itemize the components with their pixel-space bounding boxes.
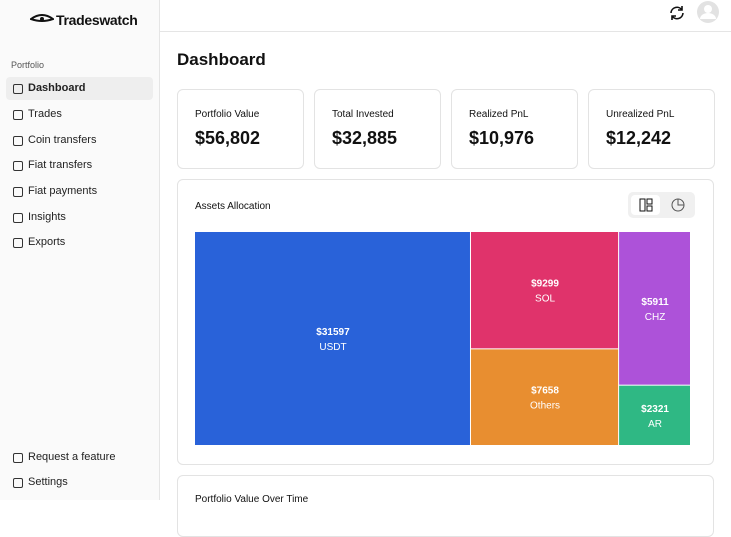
- stat-value: $56,802: [195, 128, 261, 148]
- nav-item[interactable]: Trades: [6, 103, 153, 126]
- page-title: Dashboard: [177, 50, 266, 69]
- pie-view-button[interactable]: [665, 195, 692, 215]
- tile-category-label: AR: [648, 419, 662, 430]
- stat-label: Portfolio Value: [195, 109, 260, 120]
- nav-item[interactable]: Settings: [6, 471, 153, 494]
- top-bar: [160, 0, 731, 32]
- treemap-tile: [619, 232, 690, 385]
- tile-value-label: $7658: [531, 386, 559, 397]
- stat-card: Unrealized PnL $12,242: [588, 89, 715, 169]
- treemap-tile: [195, 232, 470, 445]
- nav-item[interactable]: Insights: [6, 206, 153, 229]
- nav-item[interactable]: Request a feature: [6, 446, 153, 469]
- view-toggle: [628, 192, 695, 218]
- stat-card: Realized PnL $10,976: [451, 89, 578, 169]
- logo-icon: [30, 14, 54, 22]
- value-card: Portfolio Value Over Time: [177, 475, 714, 537]
- nav-item[interactable]: Dashboard: [6, 77, 153, 100]
- tile-value-label: $9299: [531, 279, 559, 290]
- treemap-tile: [619, 385, 690, 445]
- stat-card: Portfolio Value $56,802: [177, 89, 304, 169]
- stat-card: Total Invested $32,885: [314, 89, 441, 169]
- brand: Tradeswatch: [56, 12, 138, 28]
- tile-category-label: Others: [530, 401, 560, 412]
- stat-label: Realized PnL: [469, 109, 529, 120]
- refresh-button[interactable]: [668, 4, 686, 22]
- tile-category-label: USDT: [319, 342, 346, 353]
- nav-item[interactable]: Exports: [6, 231, 153, 254]
- sidebar: Tradeswatch Portfolio Dashboard Trades Coi…: [0, 0, 160, 500]
- treemap-tile: [470, 349, 619, 445]
- tile-category-label: SOL: [535, 294, 555, 305]
- stat-value: $12,242: [606, 128, 672, 148]
- nav-item[interactable]: Fiat payments: [6, 180, 153, 203]
- tile-value-label: $2321: [641, 404, 669, 415]
- tile-category-label: CHZ: [645, 312, 666, 323]
- section-label: Portfolio: [11, 60, 45, 70]
- treemap-view-button[interactable]: [631, 195, 660, 215]
- nav-item[interactable]: Coin transfers: [6, 129, 153, 152]
- stat-label: Unrealized PnL: [606, 109, 675, 120]
- treemap-tile: [470, 232, 619, 349]
- chart-title: Assets Allocation: [195, 201, 271, 212]
- nav-item[interactable]: Fiat transfers: [6, 154, 153, 177]
- stat-label: Total Invested: [332, 109, 394, 120]
- tile-value-label: $31597: [316, 327, 350, 338]
- stat-value: $10,976: [469, 128, 535, 148]
- stat-value: $32,885: [332, 128, 398, 148]
- avatar[interactable]: [697, 1, 719, 23]
- treemap: $31597 USDT $9299 SOL $7658 Others $5911 CHZ $23…: [195, 232, 690, 445]
- tile-value-label: $5911: [641, 297, 669, 308]
